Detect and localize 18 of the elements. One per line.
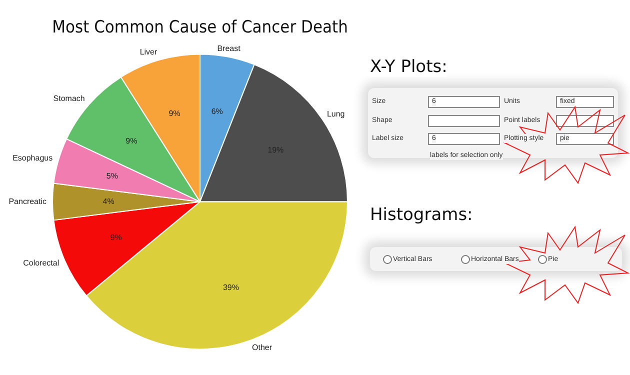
data-label: 4% xyxy=(102,196,114,206)
data-label: 9% xyxy=(168,109,180,118)
chart-title: Most Common Cause of Cancer Death xyxy=(52,16,348,37)
data-label: 39% xyxy=(222,282,239,292)
slice-label: Colorectal xyxy=(23,258,60,268)
slice-label: Other xyxy=(252,343,272,352)
data-label: 9% xyxy=(126,136,138,146)
data-label: 9% xyxy=(110,233,122,242)
data-label: 5% xyxy=(106,171,118,180)
text: X-Y Plots: xyxy=(370,57,448,77)
slice-label: Pancreatic xyxy=(8,196,46,206)
text: Histograms: xyxy=(370,205,473,225)
slice-label: Liver xyxy=(140,48,158,57)
slice-label: Lung xyxy=(326,110,345,118)
slice-label: Breast xyxy=(217,44,242,54)
slice-label: Esophagus xyxy=(12,154,53,163)
data-label: 6% xyxy=(211,107,223,116)
slice-label: Stomach xyxy=(53,94,85,104)
